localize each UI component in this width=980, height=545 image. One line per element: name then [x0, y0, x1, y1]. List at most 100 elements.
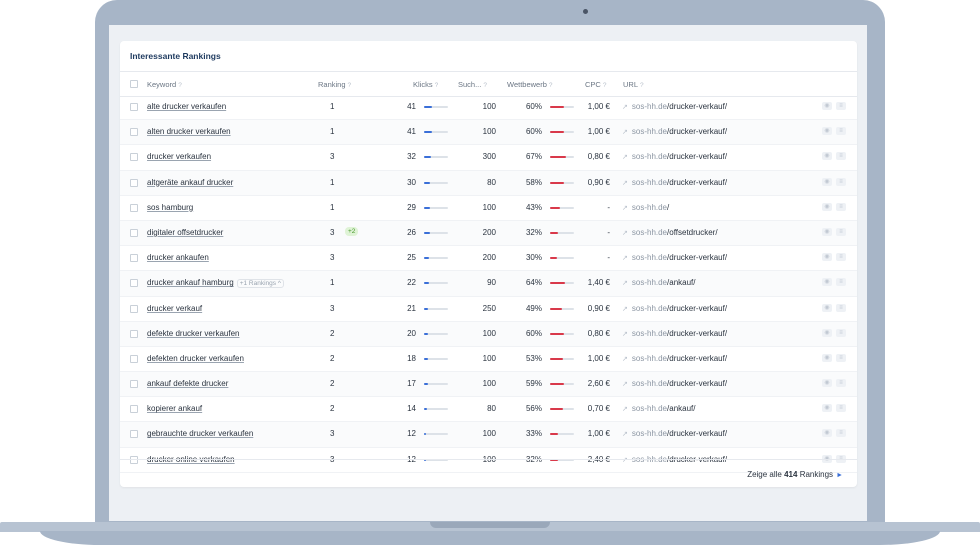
- klicks-bar: [424, 131, 448, 134]
- keyword-cell: gebrauchte drucker verkaufen: [147, 429, 253, 438]
- eye-icon[interactable]: ◉: [822, 278, 832, 287]
- klicks-bar-fill: [424, 357, 428, 360]
- eye-icon[interactable]: ◉: [822, 152, 832, 161]
- eye-icon[interactable]: ◉: [822, 429, 832, 438]
- chart-icon[interactable]: ≡: [836, 253, 846, 262]
- url-link[interactable]: ↗ sos-hh.de/ankauf/: [622, 404, 696, 414]
- url-link[interactable]: ↗ sos-hh.de/drucker-verkauf/: [622, 328, 728, 338]
- url-link[interactable]: ↗ sos-hh.de/drucker-verkauf/: [622, 353, 728, 363]
- keyword-link[interactable]: ankauf defekte drucker: [147, 379, 229, 389]
- url-link[interactable]: ↗ sos-hh.de/drucker-verkauf/: [622, 379, 728, 389]
- row-checkbox[interactable]: [130, 203, 138, 212]
- keyword-link[interactable]: digitaler offsetdrucker: [147, 227, 224, 237]
- chart-icon[interactable]: ≡: [836, 328, 846, 337]
- url-link[interactable]: ↗ sos-hh.de/drucker-verkauf/: [622, 102, 728, 111]
- suchvolumen-value: 300: [482, 152, 496, 162]
- row-checkbox[interactable]: [130, 279, 138, 288]
- keyword-link[interactable]: defekte drucker verkaufen: [147, 328, 240, 338]
- eye-icon[interactable]: ◉: [822, 328, 832, 337]
- keyword-link[interactable]: sos hamburg: [147, 202, 194, 212]
- keyword-link[interactable]: defekten drucker verkaufen: [147, 353, 244, 363]
- keyword-link[interactable]: altgeräte ankauf drucker: [147, 177, 234, 187]
- wettbewerb-bar-fill: [550, 131, 565, 134]
- cpc-value: 1,00 €: [587, 102, 610, 111]
- chart-icon[interactable]: ≡: [836, 227, 846, 236]
- select-all-checkbox[interactable]: [130, 80, 138, 88]
- row-checkbox[interactable]: [130, 128, 138, 137]
- url-link[interactable]: ↗ sos-hh.de/drucker-verkauf/: [622, 253, 728, 263]
- keyword-link[interactable]: alten drucker verkaufen: [147, 127, 231, 137]
- keyword-link[interactable]: alte drucker verkaufen: [147, 102, 227, 111]
- row-checkbox[interactable]: [130, 304, 138, 313]
- chart-icon[interactable]: ≡: [836, 202, 846, 211]
- chart-icon[interactable]: ≡: [836, 127, 846, 136]
- row-checkbox[interactable]: [130, 405, 138, 414]
- external-link-icon: ↗: [622, 406, 628, 414]
- row-checkbox[interactable]: [130, 380, 138, 389]
- table-body: alte drucker verkaufen 1 41 100 60% 1,00 € ↗ so…: [120, 95, 857, 473]
- row-checkbox[interactable]: [130, 228, 138, 237]
- chart-icon[interactable]: ≡: [836, 454, 846, 463]
- eye-icon[interactable]: ◉: [822, 379, 832, 388]
- wettbewerb-bar-fill: [550, 257, 558, 260]
- eye-icon[interactable]: ◉: [822, 404, 832, 413]
- chart-icon[interactable]: ≡: [836, 353, 846, 362]
- chart-icon[interactable]: ≡: [836, 379, 846, 388]
- klicks-value: 18: [407, 353, 416, 363]
- keyword-link[interactable]: drucker verkaufen: [147, 152, 212, 162]
- eye-icon[interactable]: ◉: [822, 253, 832, 262]
- wettbewerb-value: 58%: [525, 177, 542, 187]
- chart-icon[interactable]: ≡: [836, 152, 846, 161]
- keyword-link[interactable]: drucker verkauf: [147, 303, 203, 313]
- extra-rankings-toggle[interactable]: +1 Rankings ^: [236, 279, 284, 289]
- url-link[interactable]: ↗ sos-hh.de/drucker-verkauf/: [622, 303, 728, 313]
- eye-icon[interactable]: ◉: [822, 202, 832, 211]
- keyword-link[interactable]: drucker ankauf hamburg: [147, 278, 234, 288]
- chart-icon[interactable]: ≡: [836, 404, 846, 413]
- row-checkbox[interactable]: [130, 153, 138, 162]
- col-keyword[interactable]: Keyword?: [147, 80, 182, 89]
- klicks-value: 20: [407, 328, 416, 338]
- row-checkbox[interactable]: [130, 178, 138, 187]
- eye-icon[interactable]: ◉: [822, 353, 832, 362]
- cpc-value: 0,80 €: [587, 152, 610, 162]
- eye-icon[interactable]: ◉: [822, 303, 832, 312]
- chart-icon[interactable]: ≡: [836, 303, 846, 312]
- klicks-bar-fill: [424, 206, 430, 209]
- url-link[interactable]: ↗ sos-hh.de/drucker-verkauf/: [622, 127, 728, 137]
- row-checkbox[interactable]: [130, 103, 138, 111]
- row-checkbox[interactable]: [130, 354, 138, 363]
- row-checkbox[interactable]: [130, 254, 138, 263]
- row-checkbox[interactable]: [130, 430, 138, 439]
- chart-icon[interactable]: ≡: [836, 177, 846, 186]
- col-cpc[interactable]: CPC?: [585, 80, 607, 89]
- keyword-link[interactable]: drucker ankaufen: [147, 253, 209, 263]
- col-suchvolumen[interactable]: Such...?: [458, 80, 487, 89]
- eye-icon[interactable]: ◉: [822, 227, 832, 236]
- keyword-cell: drucker verkaufen: [147, 152, 211, 161]
- url-link[interactable]: ↗ sos-hh.de/drucker-verkauf/: [622, 177, 728, 187]
- eye-icon[interactable]: ◉: [822, 127, 832, 136]
- suchvolumen-value: 80: [487, 177, 496, 187]
- col-ranking[interactable]: Ranking?: [318, 80, 352, 89]
- chart-icon[interactable]: ≡: [836, 278, 846, 287]
- col-klicks[interactable]: Klicks?: [413, 80, 439, 89]
- help-icon: ?: [434, 82, 439, 89]
- url-link[interactable]: ↗ sos-hh.de/: [622, 202, 670, 212]
- eye-icon[interactable]: ◉: [822, 102, 832, 110]
- url-link[interactable]: ↗ sos-hh.de/offsetdrucker/: [622, 227, 718, 237]
- ranking-value: 2: [330, 404, 335, 414]
- keyword-link[interactable]: kopierer ankauf: [147, 404, 203, 414]
- url-link[interactable]: ↗ sos-hh.de/drucker-verkauf/: [622, 429, 728, 439]
- show-all-link[interactable]: Zeige alle 414 Rankings ►: [747, 470, 843, 479]
- row-checkbox[interactable]: [130, 329, 138, 338]
- chart-icon[interactable]: ≡: [836, 102, 846, 110]
- col-wettbewerb[interactable]: Wettbewerb?: [507, 80, 553, 89]
- keyword-link[interactable]: gebrauchte drucker verkaufen: [147, 429, 254, 439]
- chart-icon[interactable]: ≡: [836, 429, 846, 438]
- eye-icon[interactable]: ◉: [822, 454, 832, 463]
- url-link[interactable]: ↗ sos-hh.de/ankauf/: [622, 278, 696, 288]
- eye-icon[interactable]: ◉: [822, 177, 832, 186]
- url-link[interactable]: ↗ sos-hh.de/drucker-verkauf/: [622, 152, 728, 162]
- col-url[interactable]: URL?: [623, 80, 644, 89]
